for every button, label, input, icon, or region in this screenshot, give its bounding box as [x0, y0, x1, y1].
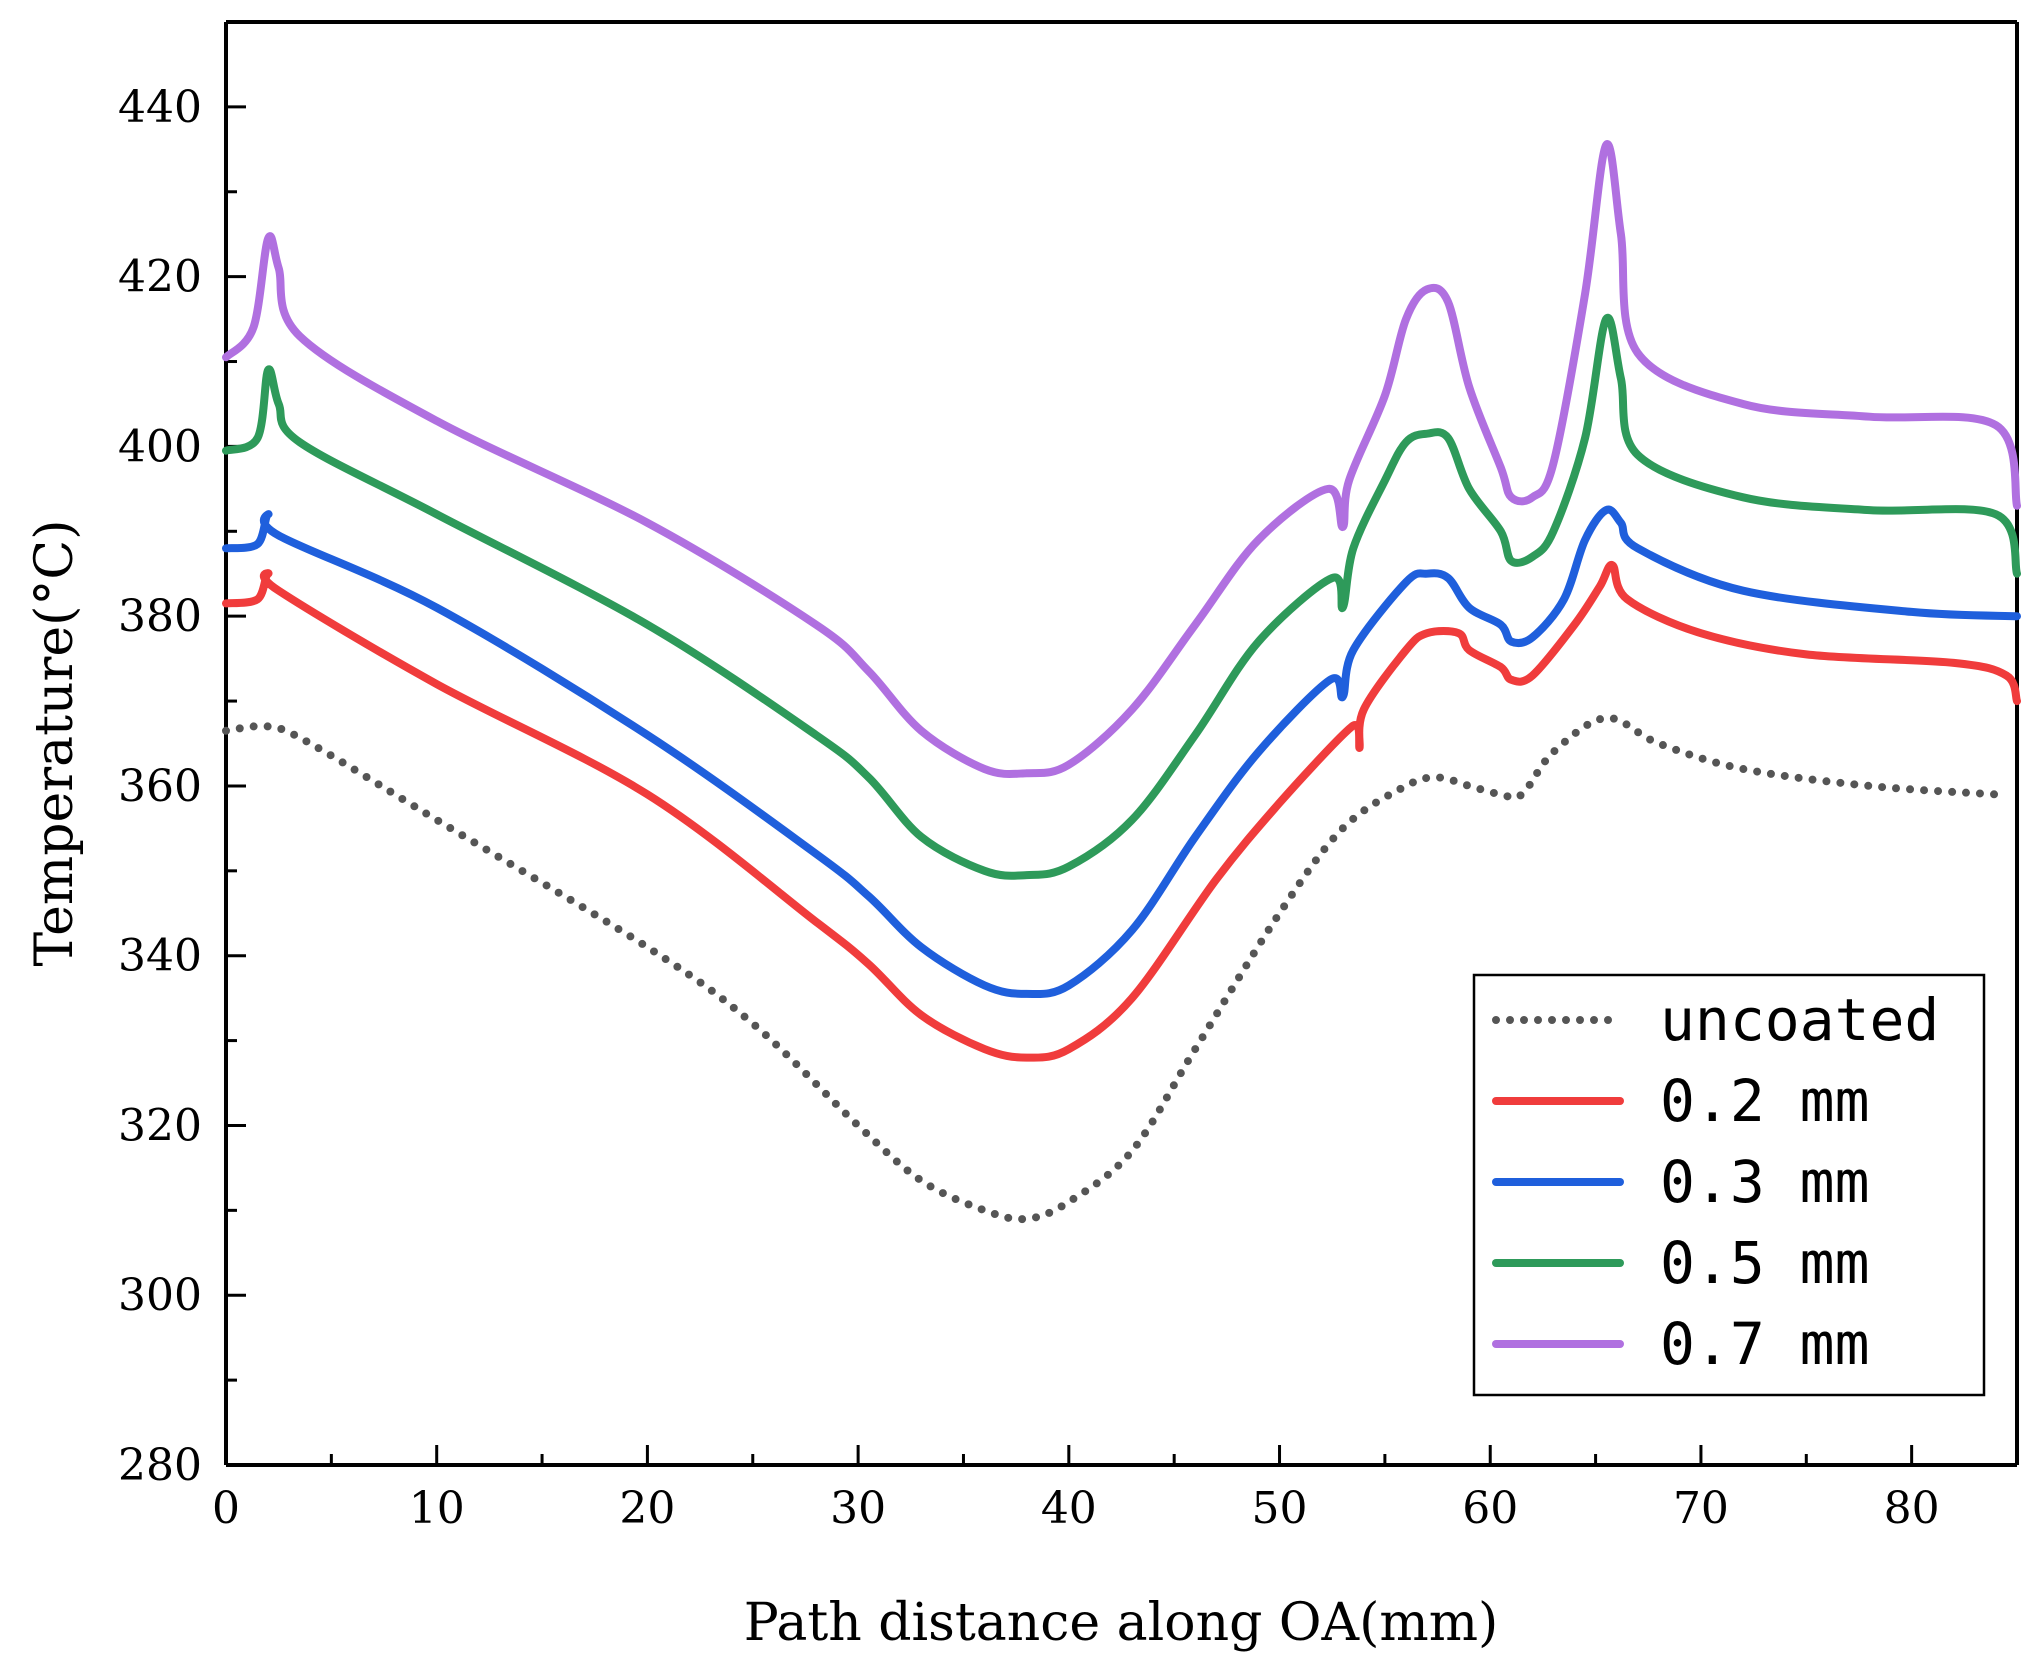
y-tick-label: 400 — [118, 421, 202, 472]
x-tick-label: 60 — [1462, 1483, 1518, 1534]
y-tick-label: 300 — [118, 1270, 202, 1321]
axes-frame — [224, 20, 2019, 1467]
x-tick-label: 40 — [1041, 1483, 1097, 1534]
series-line-0-5-mm — [222, 313, 2021, 880]
legend-label: 0.3 mm — [1660, 1148, 1870, 1216]
y-tick-label: 360 — [118, 761, 202, 812]
x-tick-label: 80 — [1884, 1483, 1940, 1534]
y-tick-label: 440 — [118, 82, 202, 133]
legend-label: 0.5 mm — [1660, 1229, 1870, 1297]
series-line-0-2-mm — [222, 561, 2021, 1062]
x-tick-label: 10 — [409, 1483, 465, 1534]
x-axis-title: Path distance along OA(mm) — [744, 1593, 1499, 1653]
y-tick-label: 420 — [118, 252, 202, 303]
legend-label: 0.7 mm — [1660, 1310, 1870, 1378]
legend: uncoated 0.2 mm 0.3 mm 0.5 mm 0.7 mm — [1472, 973, 1986, 1397]
y-ticks: 280 300 320 340 360 380 400 420 440 — [118, 20, 246, 1491]
x-tick-label: 20 — [619, 1483, 675, 1534]
x-tick-label: 0 — [212, 1483, 240, 1534]
series-line-uncoated — [222, 713, 2000, 1224]
series-line-0-7-mm — [222, 140, 2021, 779]
y-axis-title: Temperature(°C) — [25, 519, 85, 966]
series-group — [222, 140, 2021, 1224]
x-tick-label: 50 — [1252, 1483, 1308, 1534]
x-tick-label: 70 — [1673, 1483, 1729, 1534]
x-tick-label: 30 — [830, 1483, 886, 1534]
y-tick-label: 320 — [118, 1100, 202, 1151]
y-tick-label: 280 — [118, 1440, 202, 1491]
legend-label: uncoated — [1660, 986, 1939, 1054]
y-tick-label: 340 — [118, 931, 202, 982]
y-tick-label: 380 — [118, 591, 202, 642]
legend-label: 0.2 mm — [1660, 1067, 1870, 1135]
series-line-0-3-mm — [222, 505, 2021, 999]
x-ticks: 0 10 20 30 40 50 60 70 80 — [212, 1445, 2019, 1534]
